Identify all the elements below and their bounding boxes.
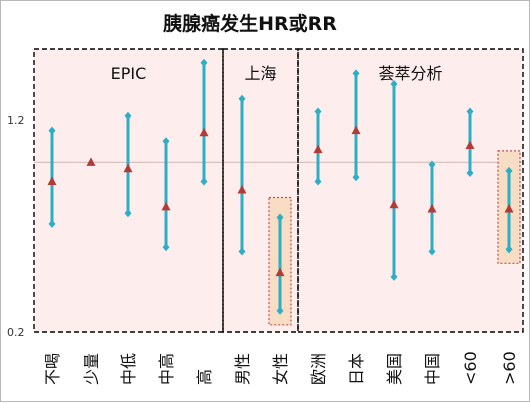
x-tick-label: 中高 bbox=[157, 353, 176, 385]
ci-lower-cap bbox=[314, 177, 322, 186]
group-box bbox=[297, 48, 524, 333]
point-estimate bbox=[275, 267, 285, 277]
ci-lower-cap bbox=[428, 247, 436, 256]
x-tick-label: 高 bbox=[195, 369, 214, 385]
point-estimate bbox=[504, 204, 514, 213]
point-estimate bbox=[199, 127, 209, 137]
group-title: 上海 bbox=[244, 64, 276, 83]
x-tick-label: 少量 bbox=[82, 353, 101, 385]
y-tick-label: 0.2 bbox=[7, 326, 25, 339]
ci-upper-cap bbox=[276, 213, 284, 222]
point-estimate bbox=[427, 204, 437, 213]
ci-upper-cap bbox=[466, 107, 474, 116]
ci-upper-cap bbox=[505, 166, 513, 175]
x-tick-label: 中国 bbox=[423, 353, 442, 385]
ci-lower-cap bbox=[200, 177, 208, 186]
ci-lower-cap bbox=[48, 219, 56, 228]
x-tick-label: 日本 bbox=[347, 353, 366, 385]
x-tick-label: 不喝 bbox=[43, 353, 62, 385]
x-tick-label: >60 bbox=[500, 351, 519, 385]
ci-upper-cap bbox=[314, 107, 322, 116]
point-estimate bbox=[123, 163, 133, 173]
x-tick-label: 中低 bbox=[119, 353, 138, 385]
ci-lower-cap bbox=[352, 173, 360, 182]
ci-upper-cap bbox=[428, 160, 436, 169]
point-estimate bbox=[237, 184, 247, 194]
ci-lower-cap bbox=[466, 169, 474, 177]
group-box bbox=[33, 48, 224, 333]
ci-lower-cap bbox=[124, 209, 132, 218]
ci-lower-cap bbox=[505, 245, 513, 254]
ci-lower-cap bbox=[390, 272, 398, 281]
ci-upper-cap bbox=[238, 94, 246, 103]
point-estimate bbox=[313, 144, 323, 154]
point-estimate bbox=[86, 157, 96, 166]
ci-lower-cap bbox=[276, 306, 284, 315]
point-estimate bbox=[465, 140, 475, 149]
ci-upper-cap bbox=[48, 126, 56, 135]
x-tick-label: 女性 bbox=[271, 353, 290, 385]
ci-upper-cap bbox=[124, 111, 132, 120]
x-tick-label: 美国 bbox=[385, 353, 404, 385]
ci-lower-cap bbox=[162, 243, 170, 252]
group-title: 荟萃分析 bbox=[378, 64, 442, 83]
point-estimate bbox=[351, 125, 361, 135]
point-estimate bbox=[389, 199, 399, 209]
ci-upper-cap bbox=[162, 137, 170, 146]
group-title: EPIC bbox=[111, 64, 147, 83]
ci-upper-cap bbox=[390, 79, 398, 88]
point-estimate bbox=[47, 176, 57, 185]
x-tick-label: <60 bbox=[461, 351, 480, 385]
x-tick-label: 欧洲 bbox=[309, 353, 328, 385]
ci-upper-cap bbox=[200, 58, 208, 67]
x-tick-label: 男性 bbox=[233, 353, 252, 385]
ci-upper-cap bbox=[352, 69, 360, 78]
point-estimate bbox=[161, 201, 171, 211]
ci-lower-cap bbox=[238, 247, 246, 256]
chart-title: 胰腺癌发生HR或RR bbox=[162, 12, 337, 35]
y-tick-label: 1.2 bbox=[7, 114, 25, 127]
